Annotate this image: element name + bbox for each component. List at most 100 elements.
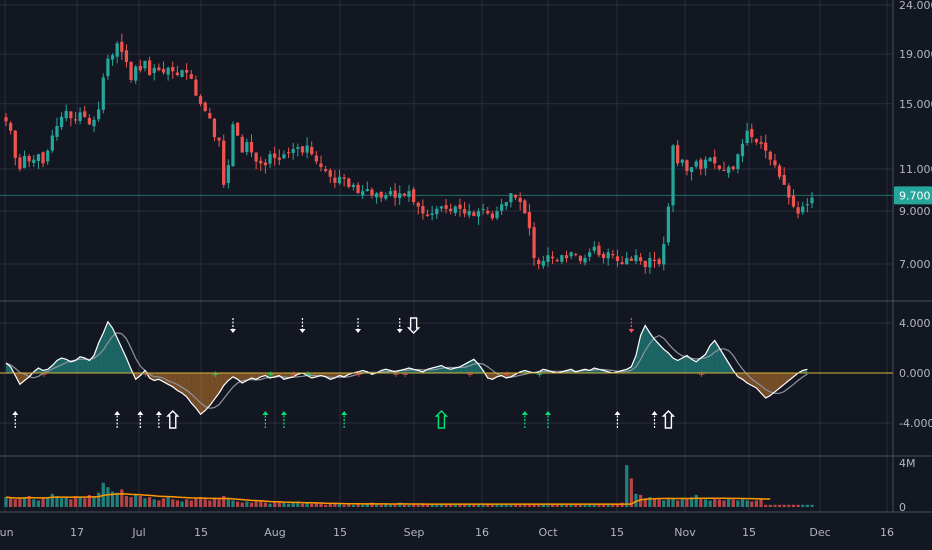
volume-bar — [481, 504, 485, 507]
candle-body — [495, 211, 499, 219]
signal-up-arrow — [280, 411, 287, 428]
volume-bar — [750, 501, 754, 507]
osc-fill — [200, 373, 206, 415]
osc-fast-line — [5, 320, 808, 416]
candle-body — [175, 72, 180, 76]
candle-body — [703, 159, 708, 169]
volume-bar — [296, 501, 300, 507]
volume-bar — [314, 502, 318, 507]
last-price-badge — [894, 186, 932, 205]
volume-bar — [291, 502, 295, 507]
arrow-head — [280, 411, 287, 415]
candle-body — [750, 129, 754, 138]
volume-bar — [384, 503, 388, 507]
candle-body — [147, 60, 152, 76]
volume-bar — [615, 503, 620, 507]
candle-body — [805, 204, 809, 206]
candle-body — [222, 140, 226, 185]
candle-body — [699, 159, 703, 169]
osc-fill — [168, 373, 173, 387]
signal-up-arrow — [166, 410, 180, 429]
volume-bar — [129, 497, 133, 507]
osc-fill — [682, 355, 687, 373]
volume-bar — [555, 504, 559, 507]
volume-bar — [120, 489, 124, 507]
grid — [0, 0, 932, 513]
osc-fill — [75, 356, 81, 373]
volume-bar — [699, 498, 703, 507]
volume-bar — [625, 465, 629, 507]
volume-bar — [532, 503, 536, 507]
volume-bar — [486, 503, 490, 507]
candle-body — [796, 207, 800, 214]
arrow-shape — [166, 410, 180, 429]
candle-body — [342, 177, 346, 179]
candle-body — [629, 258, 633, 262]
cross-marker: + — [466, 370, 474, 380]
signal-down-arrow — [406, 317, 421, 334]
volume-bar — [680, 499, 684, 507]
volume-bar — [161, 498, 166, 507]
osc-fill — [84, 358, 90, 373]
volume-bar — [745, 500, 749, 507]
candle-body — [810, 197, 814, 204]
candle-body — [254, 152, 258, 162]
volume-bar — [171, 499, 175, 507]
signal-up-arrow — [651, 411, 658, 428]
osc-fill — [742, 373, 748, 383]
candle-body — [73, 119, 78, 121]
candle-body — [541, 261, 545, 266]
candle-body — [13, 130, 17, 158]
candle-body — [379, 191, 383, 198]
candle-body — [143, 60, 147, 69]
candle-body — [462, 209, 467, 214]
osc-fill — [737, 373, 743, 380]
arrow-head — [137, 411, 144, 415]
volume-bar — [648, 497, 652, 507]
volume-bar — [180, 501, 184, 507]
arrow-head — [114, 411, 121, 415]
time-axis[interactable]: Jun 17 Jul 15 Aug 15 Sep 16 Oct 15 Nov 15 Dec 16 — [0, 526, 894, 539]
candle-body — [731, 166, 735, 169]
candle-body — [430, 213, 434, 216]
osc-fill — [464, 361, 470, 373]
candle-body — [194, 79, 198, 96]
volume-bar — [527, 504, 532, 507]
volume-bar — [342, 504, 346, 507]
volume-pane[interactable] — [4, 465, 814, 507]
signal-up-arrow — [614, 411, 621, 428]
volume-bar — [166, 497, 170, 507]
osc-fill — [779, 373, 785, 388]
cross-marker: + — [40, 370, 48, 380]
volume-bar — [305, 502, 309, 507]
candle-body — [481, 208, 485, 210]
arrow-shape — [406, 317, 421, 334]
candle-body — [689, 167, 694, 173]
price-axis[interactable]: 24.000 19.000 15.000 11.000 9.000 7.000 9.700 4… — [894, 0, 932, 514]
volume-bar — [421, 503, 425, 507]
volume-bar — [490, 504, 495, 507]
volume-bar — [152, 499, 156, 507]
oscillator-pane[interactable]: + + + + + + + + + + + + + — [0, 317, 893, 429]
volume-bar — [259, 500, 263, 507]
volume-bar — [374, 503, 379, 507]
candle-body — [740, 143, 745, 157]
arrow-head — [355, 329, 362, 333]
candle-body — [574, 254, 578, 256]
volume-bar — [810, 504, 814, 507]
osc-fill — [237, 373, 243, 383]
candle-body — [722, 169, 726, 171]
osc-fill — [645, 325, 650, 373]
time-tick-label: Jun — [0, 526, 14, 539]
volume-bar — [541, 503, 545, 507]
volume-bar — [801, 504, 805, 507]
candle-body — [300, 146, 305, 153]
signal-down-arrow — [299, 318, 306, 333]
volume-bar — [147, 497, 152, 507]
arrow-head — [521, 411, 528, 415]
price-pane[interactable] — [0, 33, 893, 274]
candle-body — [708, 157, 712, 162]
candle-body — [425, 214, 430, 216]
candle-body — [555, 260, 559, 262]
